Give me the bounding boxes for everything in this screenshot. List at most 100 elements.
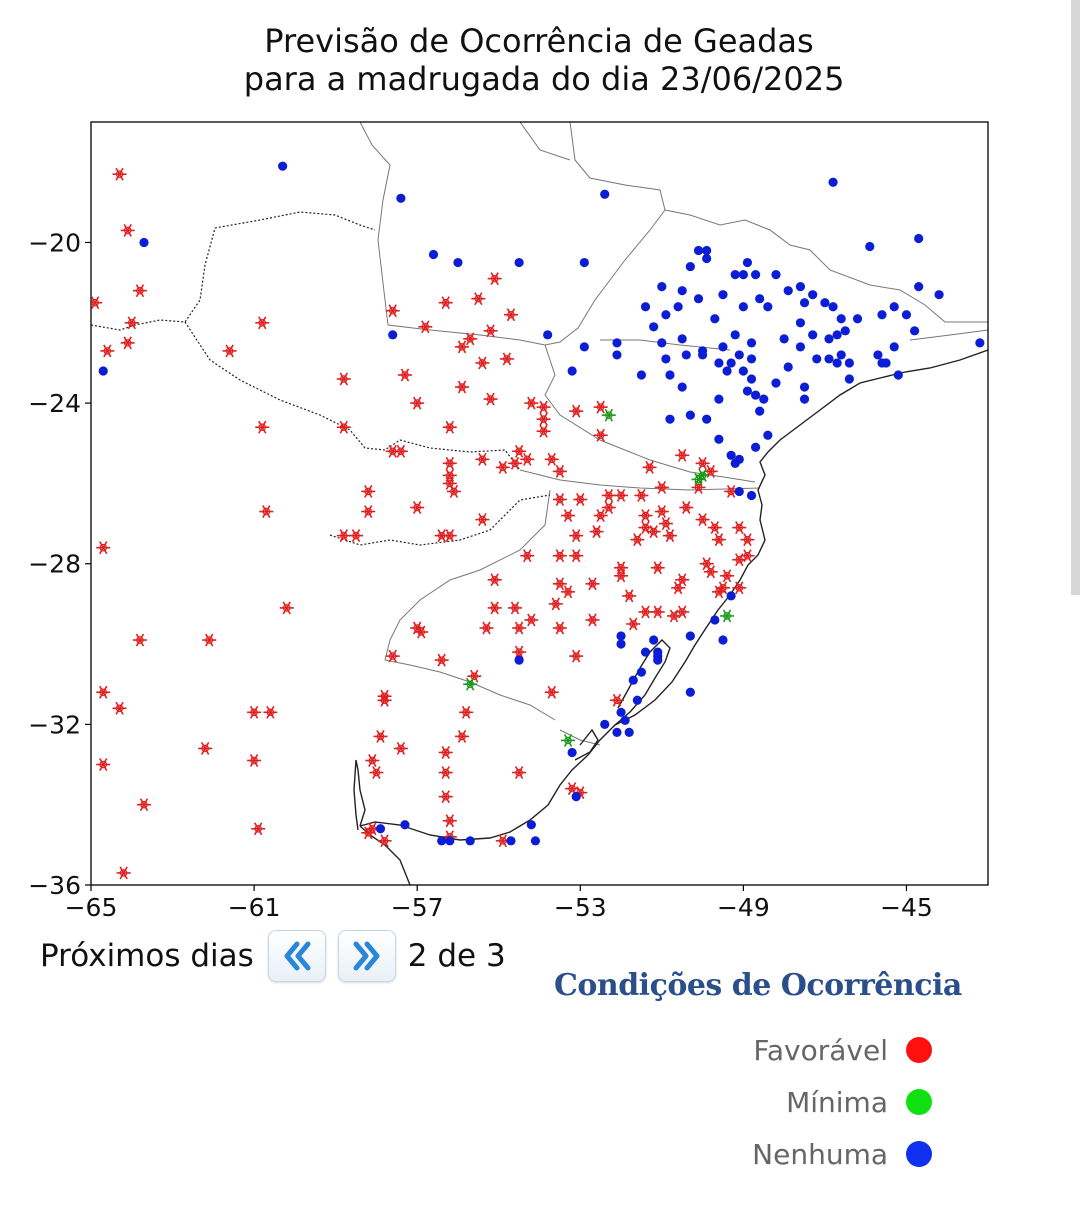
station-dot-nenhuma: [828, 302, 838, 312]
snowflake-icon-favoravel: [573, 493, 588, 506]
snowflake-icon-favoravel: [418, 320, 433, 334]
station-dot-nenhuma: [600, 719, 610, 729]
station-dot-nenhuma: [759, 394, 769, 404]
station-dot-nenhuma: [702, 253, 712, 264]
station-dot-nenhuma: [750, 442, 761, 452]
station-dot-nenhuma: [795, 318, 806, 328]
station-dot-nenhuma: [714, 434, 724, 444]
page-scrollbar[interactable]: [1071, 0, 1080, 595]
country-borders-dotted: [91, 211, 551, 546]
snowflake-icon-favoravel: [124, 316, 139, 330]
snowflake-icon-favoravel: [373, 729, 388, 743]
snowflake-icon-favoravel: [561, 585, 576, 599]
snowflake-icon-favoravel: [638, 605, 653, 619]
snowflake-icon-favoravel: [438, 296, 453, 310]
days-navigation: Próximos dias 2 de 3: [40, 928, 506, 984]
station-dot-nenhuma: [722, 366, 732, 376]
station-dot-nenhuma: [465, 836, 475, 846]
station-dot-nenhuma: [763, 302, 773, 312]
station-dot-nenhuma: [914, 282, 924, 292]
station-dot-nenhuma: [693, 245, 704, 256]
station-dot-nenhuma: [396, 193, 406, 203]
station-dot-nenhuma: [98, 366, 108, 376]
snowflake-icon-favoravel: [622, 589, 637, 603]
snowflake-icon-favoravel: [397, 368, 412, 382]
station-dot-nenhuma: [665, 370, 675, 380]
page-indicator: 2 de 3: [407, 938, 506, 974]
plot-frame: [90, 121, 989, 886]
blue-dot-icon: [906, 1141, 932, 1167]
snowflake-icon-favoravel: [479, 621, 494, 635]
snowflake-icon-favoravel: [263, 705, 278, 719]
snowflake-icon-favoravel: [552, 577, 567, 591]
station-dot-nenhuma: [901, 310, 912, 320]
snowflake-icon-favoravel: [475, 452, 490, 466]
station-dot-nenhuma: [836, 314, 846, 324]
snowflake-icon-favoravel: [336, 529, 351, 543]
snowflake-icon-favoravel: [377, 693, 392, 707]
snowflake-icon-favoravel: [536, 424, 551, 438]
green-dot-icon: [906, 1089, 932, 1115]
snowflake-icon-favoravel: [499, 352, 514, 366]
snowflake-icon-favoravel: [442, 420, 457, 434]
snowflake-icon-favoravel: [132, 633, 147, 647]
snowflake-icon-favoravel: [561, 509, 576, 523]
snowflake-icon-favoravel: [699, 557, 714, 571]
snowflake-icon-favoravel: [552, 464, 567, 478]
station-dot-nenhuma: [612, 338, 622, 348]
y-tick-label: −24: [28, 389, 81, 418]
station-dot-nenhuma: [445, 836, 455, 846]
station-dot-nenhuma: [677, 286, 687, 296]
snowflake-icon-favoravel: [112, 701, 127, 715]
snowflake-icon-favoravel: [471, 292, 486, 306]
snowflake-icon-favoravel: [132, 284, 147, 298]
snowflake-icon-favoravel: [483, 324, 498, 338]
snowflake-icon-favoravel: [202, 633, 217, 647]
station-dot-nenhuma: [755, 406, 765, 416]
stations-layer: [91, 161, 985, 880]
snowflake-icon-minima: [601, 408, 616, 422]
station-dot-nenhuma: [832, 330, 842, 340]
snowflake-icon-favoravel: [120, 223, 135, 237]
snowflake-icon-favoravel: [662, 529, 677, 543]
snowflake-icon-favoravel: [393, 444, 408, 458]
legend-item-favoravel: Favorável: [753, 1032, 932, 1068]
station-dot-nenhuma: [673, 302, 683, 312]
previous-day-button[interactable]: [267, 930, 326, 982]
snowflake-icon-favoravel: [679, 501, 694, 514]
station-dot-nenhuma: [278, 161, 288, 171]
snowflake-icon-favoravel: [715, 581, 730, 595]
snowflake-icon-favoravel: [654, 505, 669, 518]
snowflake-icon-favoravel: [487, 272, 502, 286]
snowflake-icon-favoravel: [593, 400, 608, 414]
station-dot-nenhuma: [844, 358, 854, 368]
next-days-label: Próximos dias: [40, 938, 254, 974]
snowflake-icon-favoravel: [675, 448, 690, 462]
station-dot-nenhuma: [799, 394, 810, 404]
plot-background: [91, 122, 988, 885]
station-dot-nenhuma: [865, 241, 875, 252]
snowflake-icon-favoravel: [120, 336, 135, 350]
snowflake-icon-favoravel: [675, 605, 690, 619]
snowflake-icon-favoravel: [614, 569, 629, 583]
snowflake-icon-favoravel: [438, 790, 453, 804]
legend-label-minima: Mínima: [786, 1085, 888, 1119]
snowflake-icon-favoravel: [385, 649, 400, 663]
snowflake-icon-favoravel: [520, 549, 535, 563]
snowflake-icon-favoravel: [569, 549, 584, 563]
snowflake-icon-favoravel: [255, 316, 270, 330]
station-dot-nenhuma: [661, 310, 671, 320]
snowflake-icon-favoravel: [112, 167, 127, 181]
station-dot-nenhuma: [783, 362, 793, 372]
snowflake-icon-favoravel: [410, 396, 425, 410]
station-dot-nenhuma: [746, 338, 757, 348]
x-tick-label: −65: [65, 893, 118, 922]
snowflake-icon-favoravel: [646, 525, 661, 539]
snowflake-icon-favoravel: [524, 396, 539, 410]
station-dot-nenhuma: [828, 177, 838, 187]
station-dot-nenhuma: [746, 354, 757, 364]
next-day-button[interactable]: [337, 930, 396, 982]
station-dot-nenhuma: [567, 366, 577, 376]
station-dot-nenhuma: [783, 286, 793, 296]
station-dot-nenhuma: [714, 394, 724, 404]
